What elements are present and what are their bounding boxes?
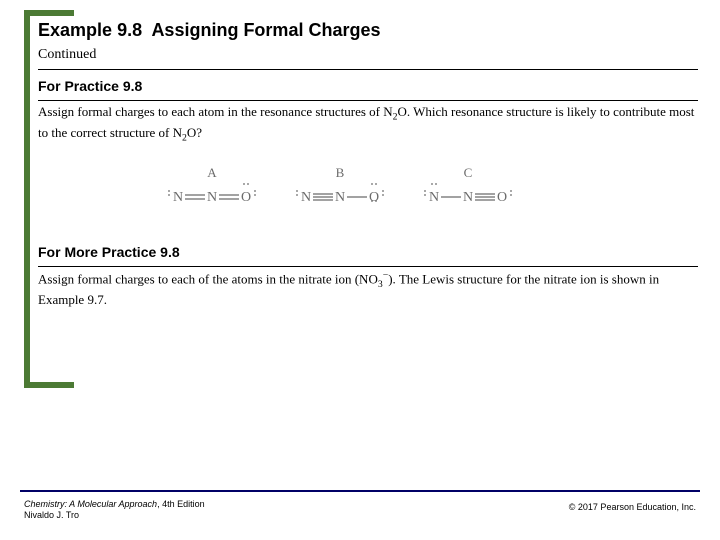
more-practice-text-a: Assign formal charges to each of the ato…: [38, 271, 378, 286]
practice-text-a: Assign formal charges to each atom in th…: [38, 104, 393, 119]
svg-text:O: O: [241, 190, 251, 205]
svg-text:N: N: [429, 190, 439, 205]
svg-text:A: A: [207, 165, 217, 180]
svg-text:N: N: [207, 190, 217, 205]
example-number: 9.8: [117, 20, 142, 40]
accent-tick-bottom: [24, 382, 74, 388]
structures-svg: ANNOBNNOCNNO: [158, 163, 578, 221]
more-practice-text: Assign formal charges to each of the ato…: [38, 269, 698, 309]
svg-text:O: O: [369, 190, 379, 205]
footer-left: Chemistry: A Molecular Approach, 4th Edi…: [24, 499, 205, 522]
for-practice-heading: For Practice 9.8: [38, 78, 698, 94]
svg-text:C: C: [464, 165, 473, 180]
for-more-practice-heading: For More Practice 9.8: [38, 244, 698, 260]
svg-text:N: N: [463, 190, 473, 205]
accent-tick-top: [24, 10, 74, 16]
svg-text:B: B: [336, 165, 345, 180]
accent-vertical-bar: [24, 10, 30, 388]
book-title: Chemistry: A Molecular Approach: [24, 499, 157, 509]
book-author: Nivaldo J. Tro: [24, 510, 79, 520]
resonance-structures: ANNOBNNOCNNO: [38, 163, 698, 226]
svg-text:N: N: [173, 190, 183, 205]
content-area: Example 9.8 Assigning Formal Charges Con…: [38, 20, 698, 308]
rule-3: [38, 266, 698, 267]
continued-label: Continued: [38, 47, 698, 63]
example-title: Example 9.8 Assigning Formal Charges: [38, 20, 698, 41]
footer-right: © 2017 Pearson Education, Inc.: [569, 502, 696, 512]
rule-1: [38, 69, 698, 70]
practice-text: Assign formal charges to each atom in th…: [38, 103, 698, 145]
svg-text:O: O: [497, 190, 507, 205]
svg-text:N: N: [301, 190, 311, 205]
practice-text-c: O?: [187, 125, 202, 140]
book-edition: , 4th Edition: [157, 499, 205, 509]
example-label: Example: [38, 20, 112, 40]
example-name: Assigning Formal Charges: [151, 20, 380, 40]
footer-rule: [20, 490, 700, 492]
svg-text:N: N: [335, 190, 345, 205]
rule-2: [38, 100, 698, 101]
